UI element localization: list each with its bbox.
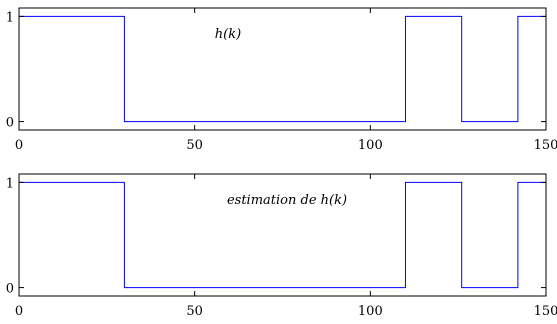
bottom-plot-title: estimation de h(k) xyxy=(227,193,347,208)
top-plot-series-line-0 xyxy=(19,15,546,123)
top-plot-x-tick-label-100: 100 xyxy=(358,138,383,153)
bottom-plot-y-tick-label-1: 1 xyxy=(6,176,14,191)
bottom-plot-x-tick-label-150: 150 xyxy=(534,304,557,319)
bottom-plot-panel: estimation de h(k) 0 50 100 150 0 1 xyxy=(6,173,557,319)
top-plot-x-tick-label-50: 50 xyxy=(186,138,203,153)
top-plot-axes-box xyxy=(18,7,547,131)
top-plot-y-tick-label-0: 0 xyxy=(6,116,14,131)
bottom-plot-series xyxy=(19,181,546,289)
top-plot-x-tick-label-0: 0 xyxy=(15,138,23,153)
bottom-plot-x-tick-label-100: 100 xyxy=(358,304,383,319)
top-plot-title: h(k) xyxy=(215,27,241,42)
bottom-plot-x-tick-label-50: 50 xyxy=(186,304,203,319)
bottom-plot-ticks: 0 50 100 150 0 1 xyxy=(6,174,557,319)
top-plot-y-tick-label-1: 1 xyxy=(6,10,14,25)
top-plot-panel: h(k) 0 50 100 150 0 1 xyxy=(6,7,557,153)
bottom-plot-y-tick-label-0: 0 xyxy=(6,282,14,297)
top-plot-x-tick-label-150: 150 xyxy=(534,138,557,153)
bottom-plot-x-tick-label-0: 0 xyxy=(15,304,23,319)
bottom-plot-axes-box xyxy=(18,173,547,297)
top-plot-ticks: 0 50 100 150 0 1 xyxy=(6,8,557,153)
top-plot-series xyxy=(19,15,546,123)
bottom-plot-series-line-0 xyxy=(19,181,546,289)
